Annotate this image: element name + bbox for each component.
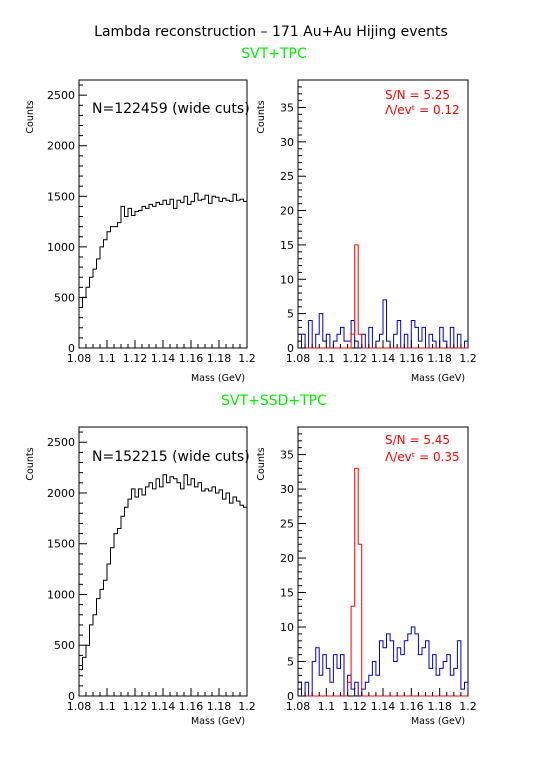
x-tick-label: 1.08 [286,352,311,365]
y-axis-label: Counts [256,447,267,480]
x-tick-label: 1.1 [98,352,116,365]
y-tick-label: 0 [287,342,294,355]
plot-frame [297,426,469,697]
x-tick-label: 1.16 [399,352,424,365]
x-axis-label: Mass (GeV) [191,373,245,384]
plot-frame [78,426,248,697]
x-axis-label: Mass (GeV) [411,373,465,384]
panel-top-left: 1.08 1.1 1.12 1.14 1.16 1.18 1.2 0 500 1000 1500 20… [25,79,256,384]
histogram-series-black [78,474,248,696]
y-axis-label: Counts [25,100,36,133]
histogram-series-black [78,192,248,348]
y-axis-label: Counts [256,100,267,133]
x-tick-label: 1.12 [342,352,367,365]
y-tick-label: 2000 [47,487,75,500]
x-tick-label: 1.12 [123,352,148,365]
y-tick-label: 1000 [47,588,75,601]
x-tick-label: 1.2 [459,700,477,713]
y-tick-label: 5 [287,308,294,321]
x-tick-label: 1.18 [207,352,232,365]
x-tick-label: 1.1 [318,700,336,713]
x-tick-label: 1.1 [318,352,336,365]
x-axis-label: Mass (GeV) [411,716,465,727]
x-tick-label: 1.16 [179,700,204,713]
panel-bottom-left: 1.08 1.1 1.12 1.14 1.16 1.18 1.2 0 500 1000 1500 20… [25,426,256,727]
histogram-series-blue [298,299,469,349]
x-axis-label: Mass (GeV) [191,716,245,727]
y-tick-label: 2500 [47,436,75,449]
x-tick-label: 1.2 [238,700,256,713]
x-tick-label: 1.14 [371,352,396,365]
x-tick-label: 1.14 [151,700,176,713]
y-tick-label: 2500 [47,89,75,102]
y-tick-label: 0 [287,690,294,703]
signal-to-noise-annotation: S/N = 5.45 [385,433,450,447]
y-tick-label: 1000 [47,241,75,254]
x-tick-label: 1.08 [67,352,92,365]
figure-title: Lambda reconstruction – 171 Au+Au Hijing… [94,24,448,40]
section-label-svt-tpc: SVT+TPC [241,46,307,62]
axis-ticks: 1.08 1.1 1.12 1.14 1.16 1.18 1.2 0 500 1000 1500 20… [47,84,256,365]
x-tick-label: 1.18 [427,700,452,713]
y-tick-label: 25 [280,170,294,183]
panel-bottom-right: 1.08 1.1 1.12 1.14 1.16 1.18 1.2 0 5 10 15 20 25 30 35… [256,426,477,727]
y-tick-label: 15 [280,239,294,252]
y-tick-label: 1500 [47,190,75,203]
lambda-per-event-annotation: Λ/evᵗ = 0.35 [385,450,460,464]
y-tick-label: 35 [280,449,294,462]
y-tick-label: 10 [280,621,294,634]
y-tick-label: 2000 [47,140,75,153]
x-tick-label: 1.2 [238,352,256,365]
x-tick-label: 1.14 [371,700,396,713]
y-axis-label: Counts [25,447,36,480]
x-tick-label: 1.08 [67,700,92,713]
x-tick-label: 1.18 [207,700,232,713]
x-tick-label: 1.1 [98,700,116,713]
x-tick-label: 1.2 [459,352,477,365]
entries-annotation: N=122459 (wide cuts) [92,101,250,117]
panel-top-right: 1.08 1.1 1.12 1.14 1.16 1.18 1.2 0 5 10 15 20 25 30 35… [256,79,477,384]
section-label-svt-ssd-tpc: SVT+SSD+TPC [221,393,327,409]
x-tick-label: 1.18 [427,352,452,365]
lambda-per-event-annotation: Λ/evᵗ = 0.12 [385,103,460,117]
signal-to-noise-annotation: S/N = 5.25 [385,88,450,102]
x-tick-label: 1.14 [151,352,176,365]
x-tick-label: 1.12 [123,700,148,713]
axis-ticks: 1.08 1.1 1.12 1.14 1.16 1.18 1.2 0 500 1000 1500 20… [47,431,256,713]
x-tick-label: 1.08 [286,700,311,713]
y-tick-label: 500 [54,639,75,652]
y-tick-label: 1500 [47,538,75,551]
y-tick-label: 15 [280,587,294,600]
entries-annotation: N=152215 (wide cuts) [92,449,250,465]
x-tick-label: 1.12 [342,700,367,713]
y-tick-label: 35 [280,101,294,114]
y-tick-label: 30 [280,483,294,496]
histogram-series-red [298,467,468,697]
y-tick-label: 30 [280,136,294,149]
y-tick-label: 10 [280,273,294,286]
y-tick-label: 5 [287,656,294,669]
x-tick-label: 1.16 [179,352,204,365]
axis-ticks: 1.08 1.1 1.12 1.14 1.16 1.18 1.2 0 5 10 15 20 25 30 35 [280,79,477,365]
x-tick-label: 1.16 [399,700,424,713]
y-tick-label: 0 [68,342,75,355]
y-tick-label: 25 [280,518,294,531]
plot-frame [78,79,248,349]
y-tick-label: 20 [280,205,294,218]
y-tick-label: 500 [54,291,75,304]
histogram-series-blue [297,626,469,697]
y-tick-label: 20 [280,552,294,565]
axis-ticks: 1.08 1.1 1.12 1.14 1.16 1.18 1.2 0 5 10 15 20 25 30 35 [280,426,477,713]
y-tick-label: 0 [68,690,75,703]
